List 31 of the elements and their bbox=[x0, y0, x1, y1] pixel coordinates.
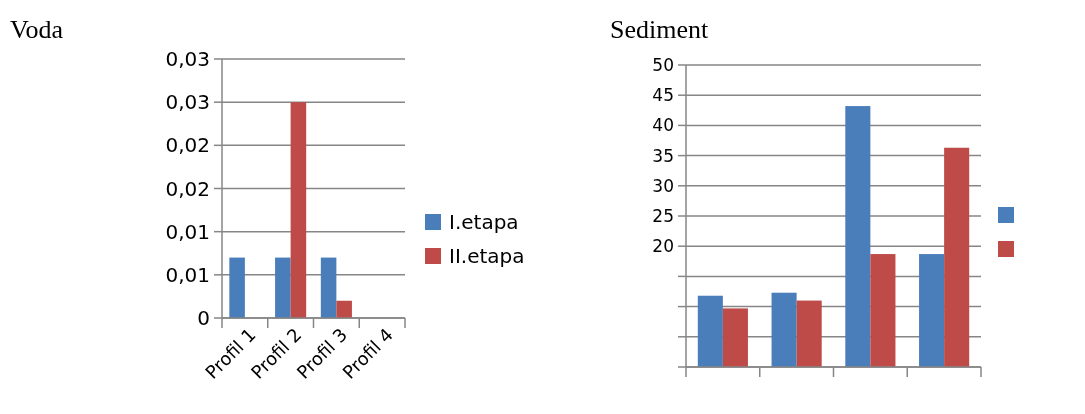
bar bbox=[919, 254, 945, 367]
y-tick-label: 0,01 bbox=[165, 219, 210, 244]
y-tick-label: 30 bbox=[652, 175, 674, 196]
bar bbox=[796, 300, 822, 367]
bar bbox=[229, 257, 245, 318]
bar bbox=[336, 300, 352, 318]
legend-label: I.etapa bbox=[449, 210, 519, 234]
bar bbox=[290, 102, 307, 318]
bar bbox=[845, 106, 871, 367]
y-tick-label: 0 bbox=[197, 306, 210, 330]
y-tick-label: 45 bbox=[652, 85, 674, 106]
legend-label: II.etapa bbox=[449, 244, 525, 268]
y-tick-label: 20 bbox=[652, 236, 674, 257]
bar bbox=[771, 292, 797, 367]
bar bbox=[944, 147, 970, 367]
bar bbox=[697, 295, 723, 367]
y-tick-label: 35 bbox=[652, 145, 674, 166]
y-tick-label: 0,03 bbox=[165, 90, 210, 115]
bar bbox=[320, 257, 337, 318]
y-tick-label: 0,01 bbox=[165, 262, 210, 287]
y-tick-label: 25 bbox=[652, 205, 674, 226]
bar bbox=[870, 254, 896, 367]
y-tick-label: 0,03 bbox=[165, 47, 210, 71]
bar bbox=[722, 308, 748, 367]
chart-title: Sediment bbox=[610, 15, 709, 44]
y-tick-label: 50 bbox=[652, 54, 674, 75]
y-tick-label: 40 bbox=[652, 115, 674, 136]
chart-title: Voda bbox=[10, 15, 64, 44]
y-tick-label: 0,02 bbox=[165, 133, 210, 158]
y-tick-label: 0,02 bbox=[165, 176, 210, 201]
bar bbox=[275, 257, 291, 318]
